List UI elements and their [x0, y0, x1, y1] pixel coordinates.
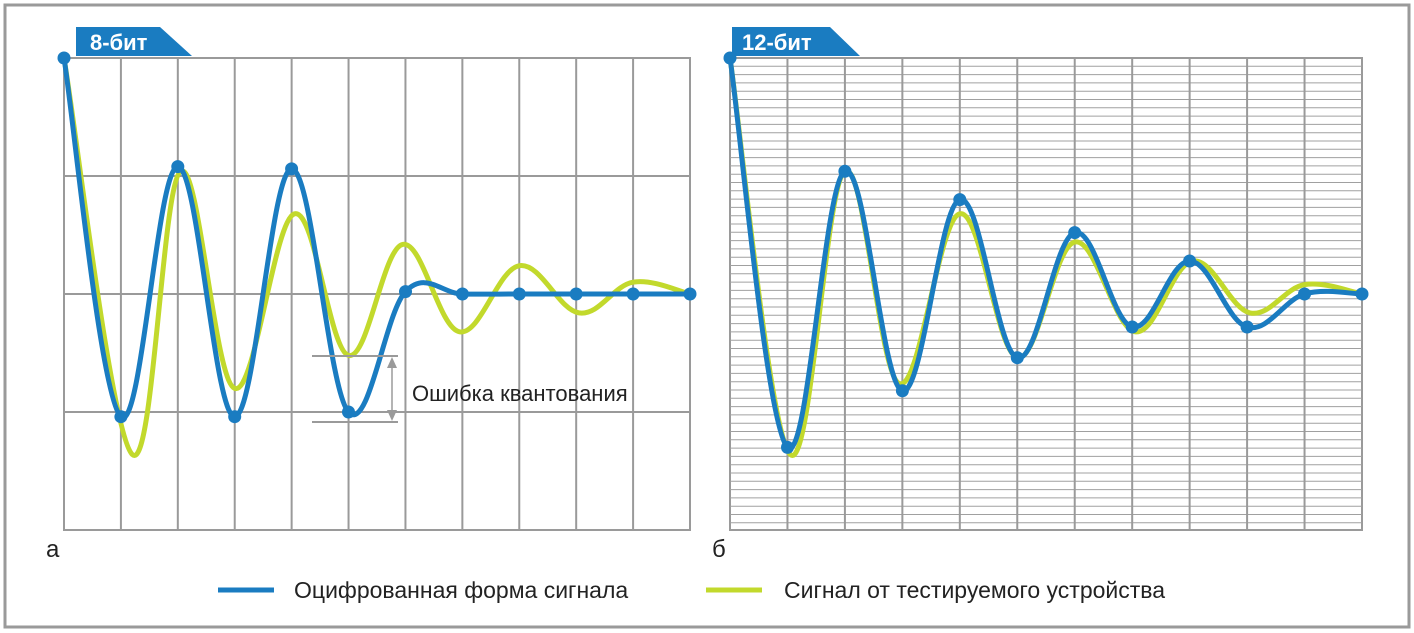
series-digital-line-b — [727, 57, 1363, 451]
data-point — [512, 287, 526, 301]
data-point — [455, 287, 469, 301]
data-point — [1068, 226, 1082, 240]
panel-a-letter: а — [46, 536, 60, 563]
data-point — [1125, 320, 1139, 334]
data-point — [1240, 320, 1254, 334]
badge-a-text: 8-бит — [90, 30, 148, 55]
series-digital-line-a — [61, 57, 690, 420]
legend-label-analog: Сигнал от тестируемого устройства — [784, 577, 1165, 603]
data-point — [781, 440, 794, 454]
plot-area — [729, 57, 1363, 531]
panel-b-letter: б — [712, 536, 726, 563]
badge-a: 8-бит — [76, 27, 192, 56]
data-point — [399, 285, 412, 299]
legend: Оцифрованная форма сигнала Сигнал от тес… — [218, 577, 1165, 603]
annotation-arrow-up-icon — [387, 357, 397, 368]
data-point — [953, 193, 967, 207]
series-digital-points-b — [723, 51, 1369, 454]
grid-b — [729, 57, 1363, 531]
badge-b-shape — [732, 27, 860, 56]
data-point — [57, 51, 71, 65]
badge-b-text: 12-бит — [742, 30, 812, 55]
data-point — [285, 162, 299, 176]
data-point — [895, 384, 909, 398]
data-point — [683, 287, 697, 301]
panel-a: Ошибка квантования 8-бит а — [46, 27, 697, 563]
data-point — [1010, 351, 1024, 365]
data-point — [1183, 254, 1197, 268]
badge-a-shape — [76, 27, 192, 56]
panel-b: 12-бит б — [712, 27, 1369, 563]
data-point — [838, 164, 852, 178]
data-point — [1355, 287, 1369, 301]
data-point — [114, 410, 128, 424]
annotation-arrow-down-icon — [387, 410, 397, 421]
data-point — [228, 410, 242, 424]
data-point — [569, 287, 583, 301]
series-analog-line-b — [727, 57, 1363, 458]
data-point — [626, 287, 640, 301]
data-point — [1298, 287, 1311, 301]
badge-b: 12-бит — [732, 27, 860, 56]
data-point — [171, 160, 185, 174]
quantization-error-annotation: Ошибка квантования — [312, 355, 628, 423]
data-point — [342, 405, 355, 419]
series-digital-points-a — [57, 51, 697, 424]
annotation-text: Ошибка квантования — [412, 381, 628, 406]
legend-label-digital: Оцифрованная форма сигнала — [294, 577, 628, 603]
